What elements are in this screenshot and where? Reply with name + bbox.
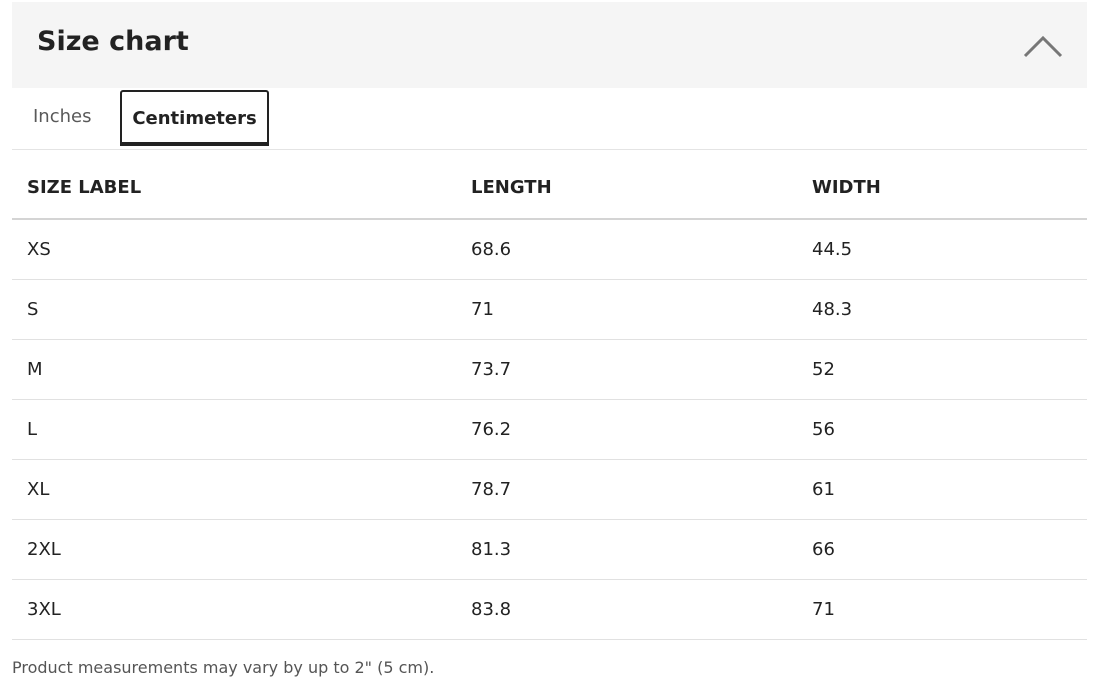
table-cell: 61 [812, 479, 835, 500]
table-row: S 71 48.3 [12, 280, 1087, 340]
table-row: M 73.7 52 [12, 340, 1087, 400]
table-row: 3XL 83.8 71 [12, 580, 1087, 640]
header: Size chart [12, 2, 1087, 88]
table-cell: 73.7 [471, 359, 512, 380]
table-cell: 2XL [27, 539, 61, 560]
table-cell: 81.3 [471, 539, 512, 560]
collapse-button[interactable] [1023, 30, 1063, 60]
table-cell: 68.6 [471, 239, 512, 260]
table-cell: 3XL [27, 599, 61, 620]
table-cell: L [27, 419, 38, 440]
table-cell: 44.5 [812, 239, 853, 260]
header-row: SIZE LABEL LENGTH WIDTH [12, 150, 1087, 220]
chevron [1023, 35, 1063, 58]
table-cell: XL [27, 479, 50, 500]
table-cell: 71 [812, 599, 835, 620]
note: Product measurements may vary by up to 2… [12, 658, 435, 677]
column-header: WIDTH [812, 177, 881, 198]
table-cell: 83.8 [471, 599, 512, 620]
title: Size chart [37, 26, 189, 57]
column-header: SIZE LABEL [27, 177, 142, 198]
table-row: XL 78.7 61 [12, 460, 1087, 520]
tab[interactable]: Inches [33, 106, 92, 127]
table-cell: 52 [812, 359, 835, 380]
size-table: SIZE LABEL LENGTH WIDTH XS 68.6 44.5 S 71 48.3 M 7… [12, 150, 1087, 640]
table-cell: S [27, 299, 39, 320]
table-cell: 76.2 [471, 419, 512, 440]
table-row: 2XL 81.3 66 [12, 520, 1087, 580]
tabs: Inches Centimeters [12, 90, 1087, 150]
tab[interactable]: Centimeters [120, 90, 269, 146]
table-cell: 78.7 [471, 479, 512, 500]
table-cell: XS [27, 239, 51, 260]
table-cell: M [27, 359, 43, 380]
table-cell: 66 [812, 539, 835, 560]
table-row: XS 68.6 44.5 [12, 220, 1087, 280]
column-header: LENGTH [471, 177, 552, 198]
table-cell: 48.3 [812, 299, 853, 320]
table-row: L 76.2 56 [12, 400, 1087, 460]
table-cell: 56 [812, 419, 835, 440]
table-cell: 71 [471, 299, 494, 320]
